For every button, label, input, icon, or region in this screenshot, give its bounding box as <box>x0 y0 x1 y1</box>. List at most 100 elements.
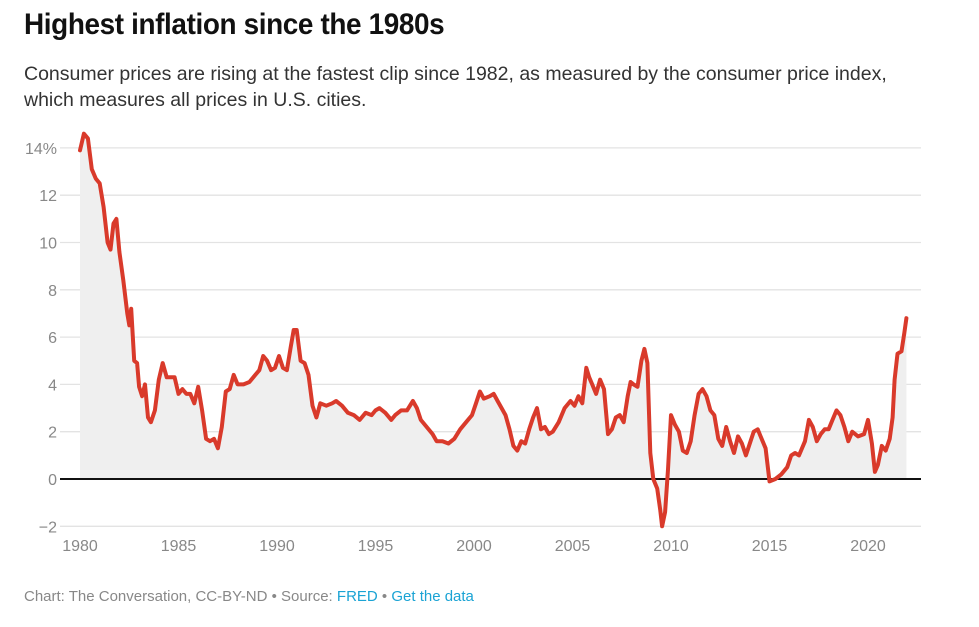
data-point <box>204 437 208 441</box>
data-point <box>744 453 748 457</box>
y-tick-label: 8 <box>48 283 57 300</box>
data-point <box>82 132 86 136</box>
data-point <box>756 427 760 431</box>
data-point <box>819 432 823 436</box>
data-point <box>697 392 701 396</box>
data-point <box>626 394 630 398</box>
data-point <box>192 401 196 405</box>
data-point <box>220 425 224 429</box>
series-area-fill <box>80 133 907 527</box>
data-point <box>669 413 673 417</box>
data-point <box>117 250 121 254</box>
data-point <box>269 368 273 372</box>
data-point <box>340 404 344 408</box>
data-point <box>106 241 110 245</box>
data-point <box>785 465 789 469</box>
data-point <box>478 390 482 394</box>
data-point <box>584 366 588 370</box>
data-point <box>539 427 543 431</box>
source-link-fred[interactable]: FRED <box>336 588 378 605</box>
data-point <box>94 177 98 181</box>
data-point <box>732 451 736 455</box>
x-tick-label: 1985 <box>161 538 197 555</box>
data-point <box>904 316 908 320</box>
data-point <box>677 430 681 434</box>
data-point <box>121 278 125 282</box>
data-point <box>681 449 685 453</box>
data-point <box>606 432 610 436</box>
data-point <box>803 439 807 443</box>
data-point <box>299 359 303 363</box>
data-point <box>140 394 144 398</box>
data-point <box>285 368 289 372</box>
data-point <box>232 373 236 377</box>
data-point <box>736 434 740 438</box>
data-point <box>807 418 811 422</box>
data-point <box>602 387 606 391</box>
data-point <box>452 437 456 441</box>
data-point <box>157 378 161 382</box>
data-point <box>862 432 866 436</box>
data-point <box>377 406 381 410</box>
data-point <box>277 354 281 358</box>
data-point <box>143 382 147 386</box>
data-point <box>618 413 622 417</box>
data-point <box>842 425 846 429</box>
y-tick-label: −2 <box>39 519 57 536</box>
x-tick-label: 2015 <box>752 538 788 555</box>
data-point <box>90 167 94 171</box>
data-point <box>508 427 512 431</box>
data-point <box>261 354 265 358</box>
data-point <box>716 437 720 441</box>
data-point <box>685 451 689 455</box>
data-point <box>86 136 90 140</box>
data-point <box>543 425 547 429</box>
data-point <box>311 404 315 408</box>
separator: • <box>267 588 282 605</box>
y-tick-label: 4 <box>48 377 57 394</box>
data-point <box>458 427 462 431</box>
data-point <box>519 439 523 443</box>
data-point <box>146 416 150 420</box>
data-point <box>411 399 415 403</box>
data-point <box>161 361 165 365</box>
data-point <box>492 392 496 396</box>
data-point <box>689 439 693 443</box>
data-point <box>425 425 429 429</box>
data-point <box>127 323 131 327</box>
data-point <box>177 392 181 396</box>
x-tick-label: 2010 <box>653 538 689 555</box>
data-point <box>701 387 705 391</box>
data-point <box>663 510 667 514</box>
data-point <box>658 508 662 512</box>
data-point <box>594 392 598 396</box>
x-tick-label: 2000 <box>456 538 492 555</box>
x-tick-label: 1995 <box>358 538 394 555</box>
y-tick-label: 14% <box>25 141 57 158</box>
data-point <box>610 427 614 431</box>
data-point <box>705 394 709 398</box>
data-point <box>247 380 251 384</box>
data-point <box>645 361 649 365</box>
data-point <box>405 408 409 412</box>
data-point <box>639 359 643 363</box>
data-point <box>200 408 204 412</box>
data-point <box>374 408 378 412</box>
data-point <box>856 434 860 438</box>
data-point <box>547 432 551 436</box>
data-point <box>835 408 839 412</box>
data-point <box>295 328 299 332</box>
data-point <box>636 385 640 389</box>
data-point <box>632 382 636 386</box>
data-point <box>888 437 892 441</box>
chart-subtitle: Consumer prices are rising at the fastes… <box>24 63 887 111</box>
data-point <box>419 418 423 422</box>
data-point <box>352 413 356 417</box>
data-point <box>330 401 334 405</box>
get-data-link[interactable]: Get the data <box>391 588 474 605</box>
y-tick-label: 6 <box>48 330 57 347</box>
data-point <box>149 420 153 424</box>
data-point <box>242 382 246 386</box>
data-point <box>224 390 228 394</box>
data-point <box>273 366 277 370</box>
